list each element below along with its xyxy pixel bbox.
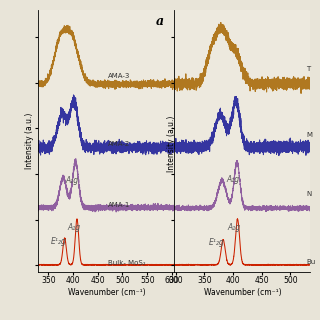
Text: Bu: Bu [306, 259, 316, 265]
Text: T: T [306, 66, 311, 72]
Text: AMA-3: AMA-3 [108, 73, 130, 79]
Y-axis label: Intensity (a.u.): Intensity (a.u.) [25, 113, 34, 169]
Text: M: M [306, 132, 312, 138]
Text: AMA-2: AMA-2 [108, 141, 130, 147]
X-axis label: Wavenumber (cm⁻¹): Wavenumber (cm⁻¹) [204, 288, 281, 297]
Text: A₁g: A₁g [67, 223, 80, 232]
Text: Intensity (a.u.): Intensity (a.u.) [167, 116, 176, 172]
Text: AMA-1: AMA-1 [108, 202, 130, 208]
Text: A₁g: A₁g [227, 223, 240, 232]
Text: A₁g: A₁g [66, 176, 79, 185]
Text: E¹₂g: E¹₂g [51, 237, 67, 246]
Text: a: a [156, 15, 164, 28]
Text: Bulk- MoS₂: Bulk- MoS₂ [108, 260, 145, 266]
Text: E¹₂g: E¹₂g [209, 238, 225, 247]
Text: A₁g: A₁g [226, 175, 239, 184]
X-axis label: Wavenumber (cm⁻¹): Wavenumber (cm⁻¹) [68, 288, 145, 297]
Text: N: N [306, 191, 312, 197]
